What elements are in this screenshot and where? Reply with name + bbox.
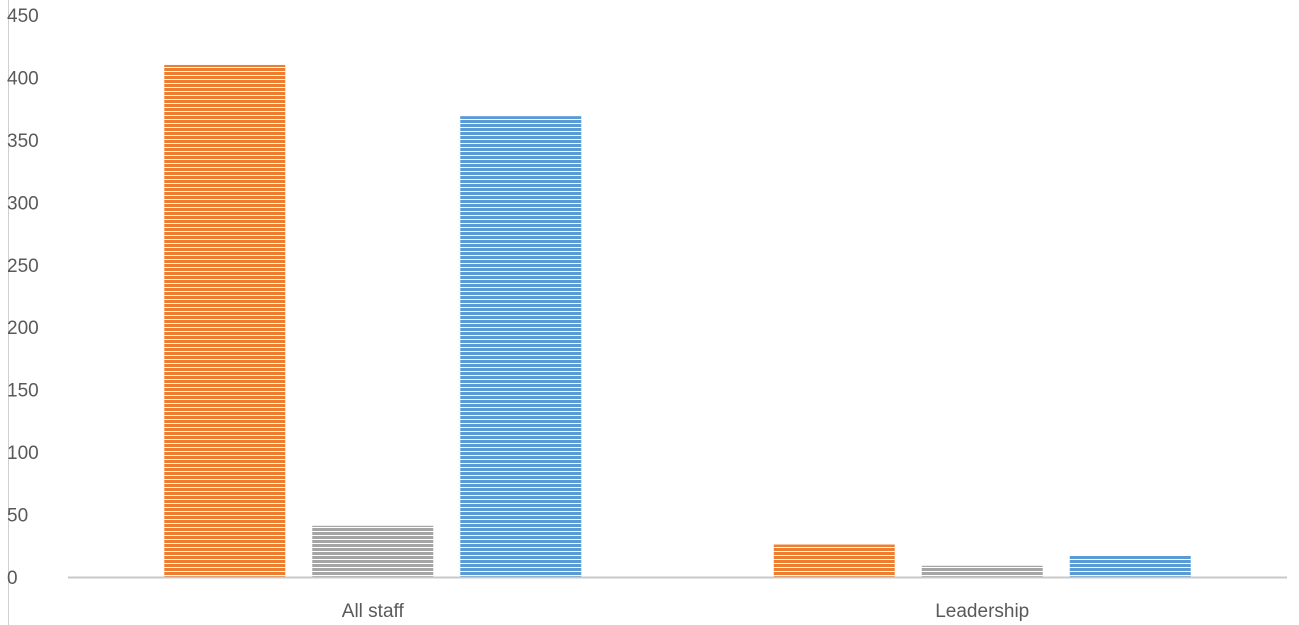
bar xyxy=(773,544,895,577)
bar xyxy=(164,64,286,577)
bar xyxy=(460,116,582,577)
y-tick-label: 250 xyxy=(7,256,39,277)
bar xyxy=(312,525,434,577)
y-axis-tick-labels: 0 50 100 150 200 250 300 350 400 450 xyxy=(7,6,39,589)
y-tick-label: 400 xyxy=(7,68,39,89)
y-tick-label: 300 xyxy=(7,193,39,214)
left-frame-border xyxy=(8,0,9,625)
x-category-label: Leadership xyxy=(935,601,1029,622)
x-axis-category-labels: All staff Leadership xyxy=(342,601,1030,622)
x-category-label: All staff xyxy=(342,601,405,622)
bars xyxy=(164,64,1191,577)
y-tick-label: 0 xyxy=(7,568,18,589)
y-tick-label: 450 xyxy=(7,6,39,27)
y-tick-label: 150 xyxy=(7,381,39,402)
y-tick-label: 100 xyxy=(7,443,39,464)
y-tick-label: 200 xyxy=(7,318,39,339)
bar xyxy=(921,565,1043,577)
bar xyxy=(1069,555,1191,577)
y-tick-label: 350 xyxy=(7,131,39,152)
y-tick-label: 50 xyxy=(7,506,28,527)
